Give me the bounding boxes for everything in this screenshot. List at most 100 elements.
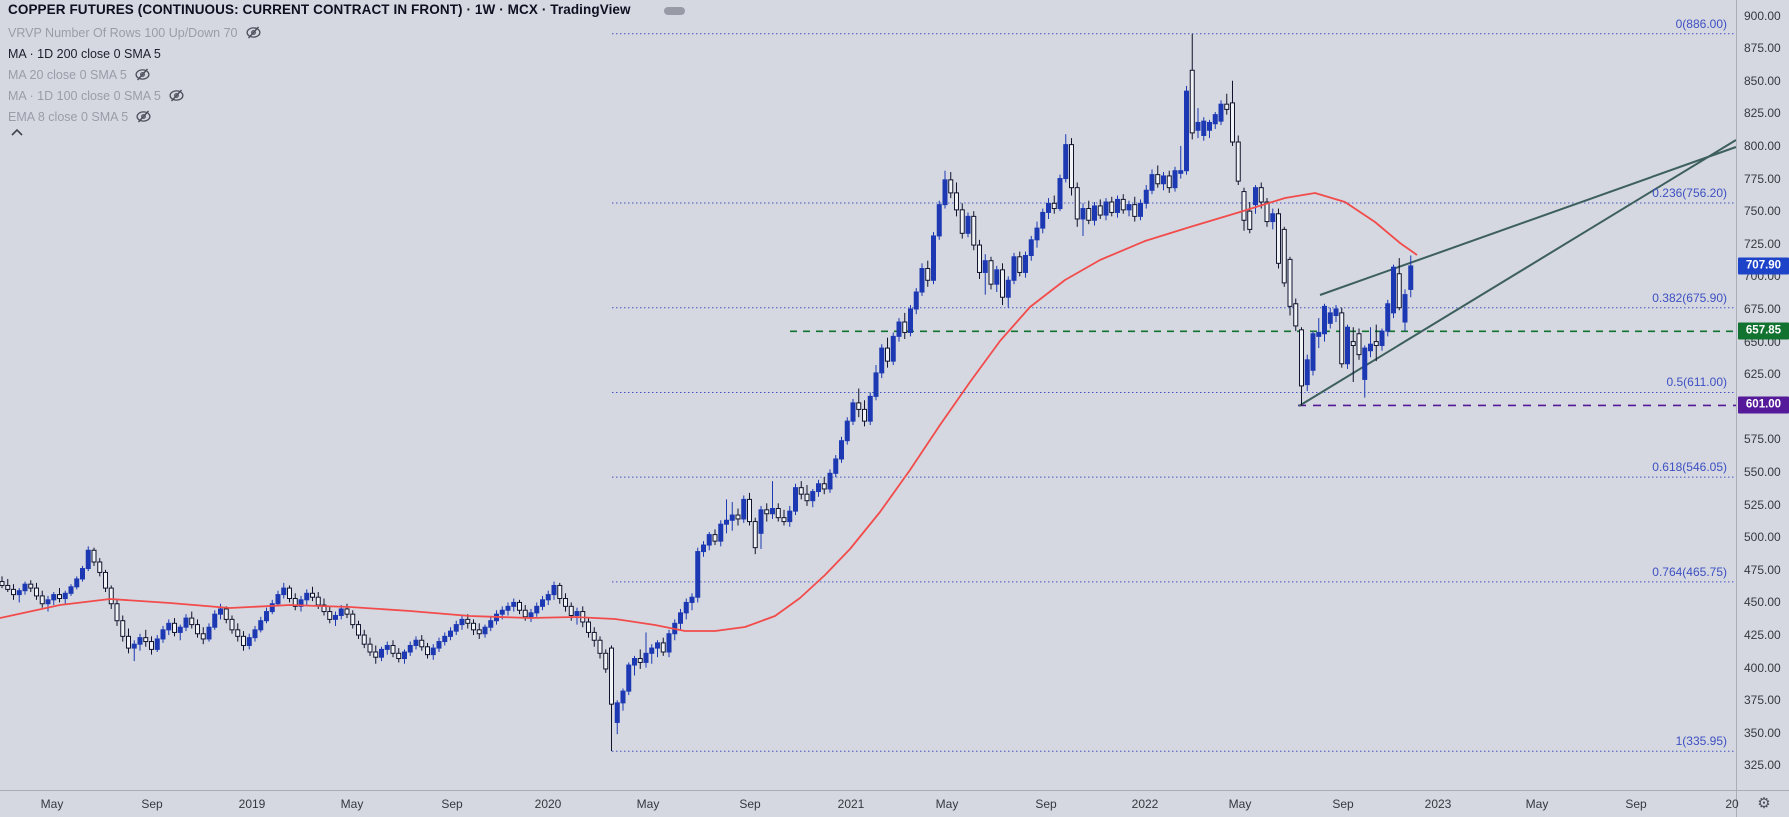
- candle[interactable]: [16, 590, 22, 596]
- candle[interactable]: [689, 596, 695, 603]
- candle[interactable]: [919, 268, 925, 293]
- candle[interactable]: [522, 609, 528, 618]
- time-axis-tick[interactable]: 2019: [238, 797, 266, 811]
- candle[interactable]: [459, 618, 465, 626]
- candle[interactable]: [724, 519, 729, 525]
- candle[interactable]: [1063, 144, 1069, 180]
- price-axis-tick[interactable]: 625.00: [1744, 367, 1781, 382]
- candle[interactable]: [804, 493, 810, 502]
- candle[interactable]: [39, 595, 45, 605]
- candle[interactable]: [1155, 174, 1161, 185]
- candle[interactable]: [1345, 326, 1350, 365]
- price-axis-tick[interactable]: 825.00: [1744, 106, 1781, 121]
- candle[interactable]: [632, 658, 637, 666]
- candle[interactable]: [131, 643, 137, 649]
- candle[interactable]: [321, 604, 327, 613]
- time-axis-tick[interactable]: 2022: [1131, 797, 1159, 811]
- candle[interactable]: [154, 638, 160, 650]
- candle[interactable]: [103, 571, 108, 589]
- candle[interactable]: [275, 594, 281, 605]
- candle[interactable]: [482, 626, 488, 635]
- candle[interactable]: [862, 408, 867, 422]
- candle[interactable]: [735, 514, 741, 520]
- candle[interactable]: [1166, 175, 1172, 189]
- candle[interactable]: [1281, 228, 1287, 284]
- legend-more-icon[interactable]: [664, 7, 685, 15]
- price-axis-tick[interactable]: 850.00: [1744, 73, 1781, 88]
- time-axis-tick[interactable]: May: [636, 797, 660, 811]
- candle[interactable]: [1069, 144, 1074, 189]
- eye-off-icon[interactable]: [135, 108, 152, 125]
- candle[interactable]: [1253, 187, 1258, 206]
- candle[interactable]: [402, 651, 407, 660]
- candle[interactable]: [620, 690, 626, 704]
- price-axis-tick[interactable]: 525.00: [1744, 497, 1781, 512]
- candle[interactable]: [586, 621, 591, 633]
- candle[interactable]: [344, 608, 350, 615]
- candle[interactable]: [258, 620, 264, 631]
- candle[interactable]: [1132, 204, 1138, 217]
- candle[interactable]: [1000, 269, 1005, 298]
- candle[interactable]: [367, 643, 373, 653]
- candle[interactable]: [666, 633, 672, 653]
- price-axis-tick[interactable]: 775.00: [1744, 171, 1781, 186]
- candle[interactable]: [1017, 256, 1023, 273]
- candle[interactable]: [1143, 189, 1149, 204]
- candle[interactable]: [1299, 329, 1304, 387]
- candle[interactable]: [120, 620, 126, 637]
- candle[interactable]: [11, 588, 16, 596]
- candle[interactable]: [1350, 341, 1356, 346]
- gear-icon[interactable]: ⚙: [1757, 795, 1771, 812]
- candle[interactable]: [241, 635, 246, 646]
- candle[interactable]: [718, 523, 724, 542]
- candle[interactable]: [453, 624, 459, 632]
- candle[interactable]: [252, 629, 258, 639]
- candle[interactable]: [1304, 359, 1310, 386]
- eye-off-icon[interactable]: [245, 24, 262, 41]
- price-axis-tick[interactable]: 875.00: [1744, 41, 1781, 56]
- candle[interactable]: [1402, 294, 1408, 323]
- time-axis-tick[interactable]: 2020: [534, 797, 562, 811]
- candle[interactable]: [643, 652, 649, 663]
- candle[interactable]: [833, 458, 839, 474]
- candle[interactable]: [218, 608, 223, 615]
- candle[interactable]: [649, 647, 655, 654]
- indicator-row-ema8[interactable]: EMA 8 close 0 SMA 5: [8, 106, 262, 127]
- candle[interactable]: [597, 639, 603, 654]
- candle[interactable]: [850, 402, 856, 422]
- candle[interactable]: [28, 583, 34, 589]
- candle[interactable]: [177, 626, 183, 633]
- candle[interactable]: [856, 402, 862, 410]
- candle[interactable]: [1195, 121, 1201, 131]
- candle[interactable]: [57, 594, 62, 600]
- time-axis-tick[interactable]: 2021: [837, 797, 865, 811]
- candle[interactable]: [1373, 341, 1379, 346]
- candle[interactable]: [982, 260, 988, 273]
- candle[interactable]: [200, 633, 206, 640]
- candle[interactable]: [1120, 198, 1126, 211]
- candle[interactable]: [281, 587, 287, 596]
- candle[interactable]: [752, 521, 758, 549]
- candle[interactable]: [505, 605, 511, 611]
- candle[interactable]: [1161, 175, 1166, 185]
- candle[interactable]: [1230, 102, 1235, 143]
- candle[interactable]: [310, 592, 315, 598]
- price-axis-tick[interactable]: 800.00: [1744, 138, 1781, 153]
- candle[interactable]: [160, 629, 166, 640]
- candle[interactable]: [959, 209, 965, 234]
- price-axis-tick[interactable]: 400.00: [1744, 660, 1781, 675]
- candle[interactable]: [637, 658, 643, 663]
- candle[interactable]: [994, 269, 1000, 285]
- candle[interactable]: [333, 614, 338, 620]
- candle[interactable]: [1368, 343, 1373, 352]
- candle[interactable]: [1339, 312, 1345, 365]
- candle[interactable]: [425, 646, 430, 656]
- candle[interactable]: [1097, 205, 1103, 216]
- candle[interactable]: [315, 596, 321, 606]
- candle[interactable]: [563, 598, 568, 607]
- candle[interactable]: [1207, 121, 1212, 131]
- candle[interactable]: [695, 551, 701, 598]
- candle[interactable]: [977, 244, 982, 273]
- candle[interactable]: [413, 639, 419, 646]
- candle[interactable]: [574, 611, 580, 616]
